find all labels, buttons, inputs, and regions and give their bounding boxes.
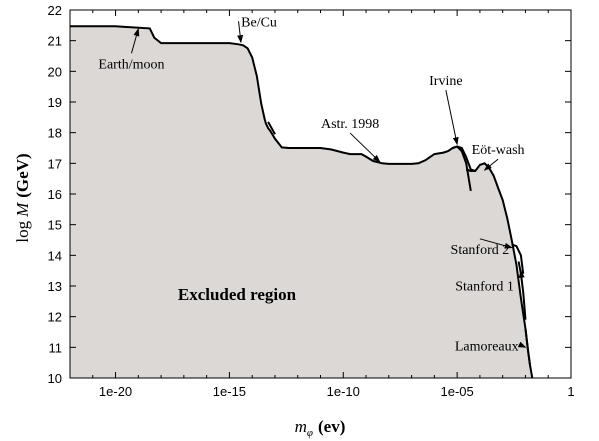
- y-tick-label: 21: [48, 34, 62, 49]
- y-tick-label: 17: [48, 156, 62, 171]
- x-axis-subscript: φ: [307, 427, 313, 439]
- x-tick-label: 1e-20: [99, 384, 132, 399]
- annotation-arrow: [349, 132, 381, 163]
- x-axis-label: mφ (ev): [295, 417, 346, 439]
- y-axis-label: log M (GeV): [13, 153, 32, 242]
- annotation-arrow: [479, 238, 513, 249]
- y-tick-label: 14: [48, 248, 62, 263]
- y-tick-label: 16: [48, 187, 62, 202]
- annotation-label: Lamoreaux: [455, 339, 519, 354]
- annotation-label: Astr. 1998: [321, 117, 379, 132]
- x-axis-unit: (ev): [318, 417, 345, 436]
- y-tick-label: 12: [48, 310, 62, 325]
- y-axis-prefix: log: [13, 220, 32, 242]
- x-axis-variable: m: [295, 417, 307, 436]
- y-tick-label: 22: [48, 3, 62, 18]
- constraint-curve-3: [465, 168, 476, 172]
- excluded-region-label: Excluded region: [178, 285, 297, 304]
- y-tick-label: 11: [49, 340, 63, 355]
- constraint-curve-2: [452, 145, 472, 192]
- annotation-label: Earth/moon: [98, 57, 164, 72]
- y-tick-label: 13: [48, 279, 62, 294]
- annotation-label: Eöt-wash: [472, 143, 525, 158]
- annotation-arrow: [483, 158, 499, 171]
- annotation-arrow: [517, 341, 527, 348]
- x-tick-label: 1e-10: [327, 384, 360, 399]
- annotation-label: Stanford 2: [451, 243, 510, 258]
- annotation-label: Be/Cu: [241, 15, 277, 30]
- annotation-label: Stanford 1: [455, 280, 514, 295]
- annotation-label: Irvine: [429, 74, 462, 89]
- annotation-arrow: [518, 269, 525, 286]
- y-tick-label: 15: [48, 218, 62, 233]
- y-axis-variable: M: [13, 202, 32, 218]
- annotation-arrow: [130, 28, 140, 54]
- constraint-curve-6: [524, 328, 532, 366]
- annotation-arrow: [237, 21, 244, 44]
- y-tick-label: 19: [48, 95, 62, 110]
- x-tick-label: 1e-15: [213, 384, 246, 399]
- y-axis-unit: (GeV): [13, 153, 32, 197]
- y-tick-label: 10: [48, 371, 62, 386]
- excluded-region-area: [70, 26, 533, 379]
- x-tick-label: 1: [567, 384, 574, 399]
- y-tick-label: 20: [48, 64, 62, 79]
- constraint-curve-1: [267, 121, 276, 135]
- constraint-curve-4: [511, 243, 525, 274]
- x-tick-label: 1e-05: [441, 384, 474, 399]
- exclusion-boundary-line: [70, 25, 534, 379]
- y-tick-label: 18: [48, 126, 62, 141]
- annotation-arrow: [445, 90, 459, 146]
